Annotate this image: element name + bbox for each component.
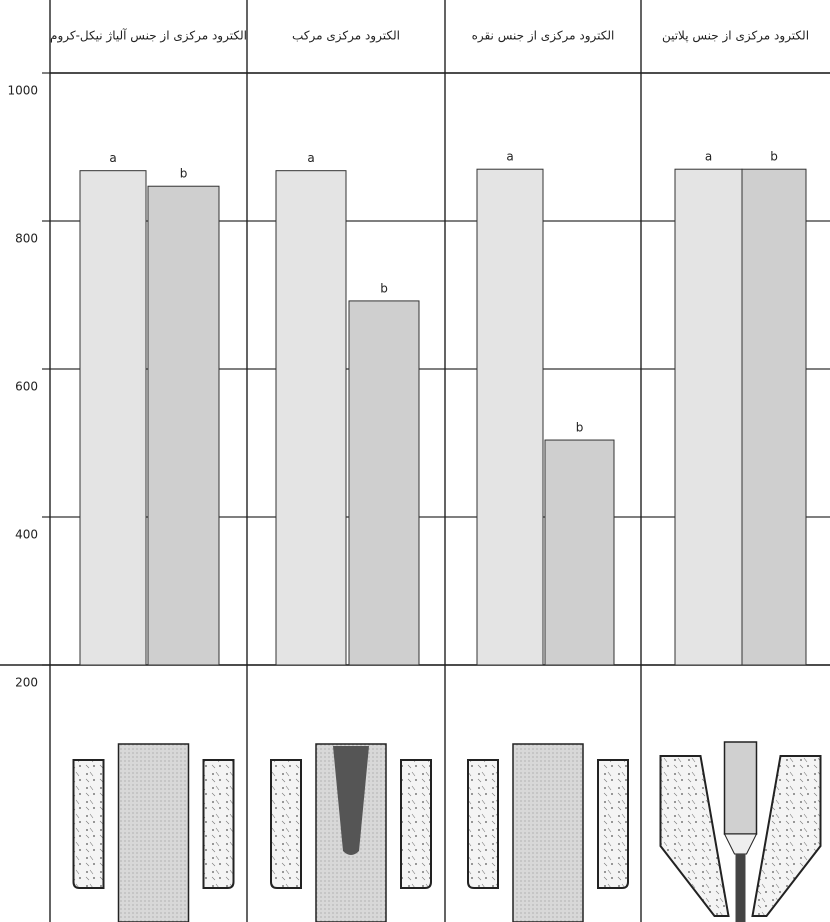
center-electrode (119, 744, 189, 922)
panel-header: الکترود مرکزی از جنس پلاتین (662, 29, 809, 44)
insulator (661, 756, 729, 916)
y-tick-label: 400 (15, 528, 38, 542)
bar-label: a (109, 151, 116, 165)
bar-label: b (576, 421, 584, 435)
panel-header: الکترود مرکزی از جنس نقره (472, 29, 615, 44)
bar (148, 186, 219, 665)
bar-label: a (307, 151, 314, 165)
bar-label: b (380, 281, 388, 295)
platinum-tip (736, 854, 746, 922)
y-tick-label: 800 (15, 232, 38, 246)
y-tick-label: 200 (15, 676, 38, 690)
center-electrode (725, 742, 757, 834)
insulator (74, 760, 104, 888)
bar (80, 171, 146, 665)
panel-header: الکترود مرکزی مرکب (292, 29, 400, 44)
bar-label: a (506, 150, 513, 164)
insulator (204, 760, 234, 888)
center-electrode (513, 744, 583, 922)
insulator (753, 756, 821, 916)
insulator (598, 760, 628, 888)
y-tick-label: 600 (15, 380, 38, 394)
insulator (468, 760, 498, 888)
bar-label: b (180, 167, 188, 181)
y-tick-label: 1000 (7, 84, 38, 98)
bar (349, 301, 419, 665)
panel-header: الکترود مرکزی از جنس آلیاژ نیکل-کروم (50, 28, 247, 44)
bar (477, 169, 543, 665)
chart: 200 400 600 800 1000 الکترود مرکزی از جنس آلی… (0, 0, 830, 922)
bar (675, 169, 742, 665)
bar (742, 169, 806, 665)
plug-diagrams (74, 742, 821, 922)
bar (545, 440, 614, 665)
glass-seal (725, 834, 757, 854)
bar-label: a (705, 150, 712, 164)
bar-label: b (770, 150, 778, 164)
insulator (271, 760, 301, 888)
insulator (401, 760, 431, 888)
bar (276, 171, 346, 665)
